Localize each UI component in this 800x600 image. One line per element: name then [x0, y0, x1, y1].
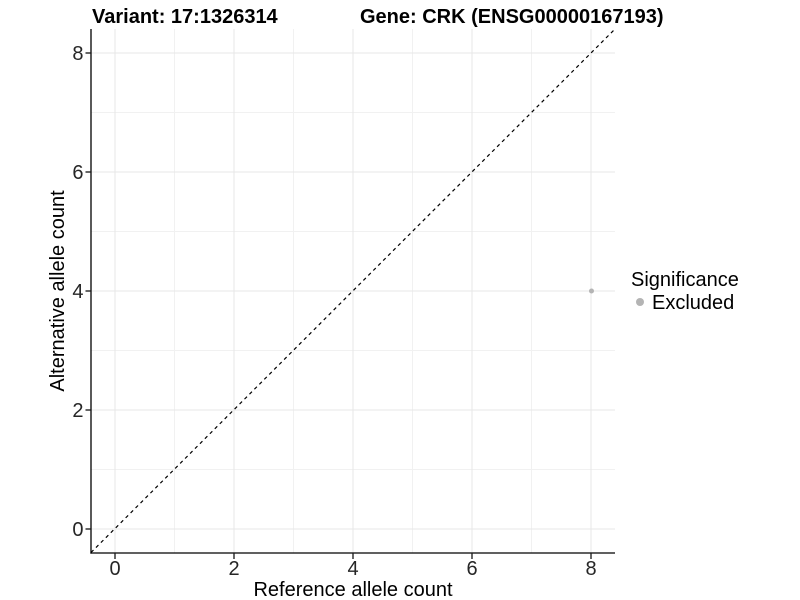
- x-tick-label-2: 2: [228, 558, 239, 580]
- plot-title-variant: Variant: 17:1326314: [92, 6, 279, 28]
- y-tick-label-6: 6: [72, 162, 83, 184]
- y-tick-labels: 0 2 4 6 8: [72, 43, 83, 541]
- x-tick-label-4: 4: [347, 558, 358, 580]
- y-tick-label-0: 0: [72, 519, 83, 541]
- identity-reference-line: [90, 28, 616, 553]
- x-tick-labels: 0 2 4 6 8: [109, 558, 596, 580]
- y-axis-title: Alternative allele count: [47, 190, 69, 392]
- x-axis-title: Reference allele count: [253, 579, 452, 600]
- x-tick-label-8: 8: [585, 558, 596, 580]
- x-axis-ticks: [114, 553, 592, 559]
- y-tick-label-2: 2: [72, 400, 83, 422]
- x-tick-label-6: 6: [466, 558, 477, 580]
- legend: Significance Excluded: [631, 269, 739, 314]
- plot-title-gene: Gene: CRK (ENSG00000167193): [360, 6, 663, 28]
- legend-label-excluded: Excluded: [652, 292, 734, 314]
- gridlines-major: [91, 29, 615, 553]
- data-point-excluded: [589, 288, 594, 294]
- y-axis-ticks: [85, 52, 91, 530]
- legend-title: Significance: [631, 269, 739, 291]
- x-tick-label-0: 0: [109, 558, 120, 580]
- y-tick-label-4: 4: [72, 281, 83, 303]
- y-tick-label-8: 8: [72, 43, 83, 65]
- legend-marker-excluded-icon: [636, 298, 644, 306]
